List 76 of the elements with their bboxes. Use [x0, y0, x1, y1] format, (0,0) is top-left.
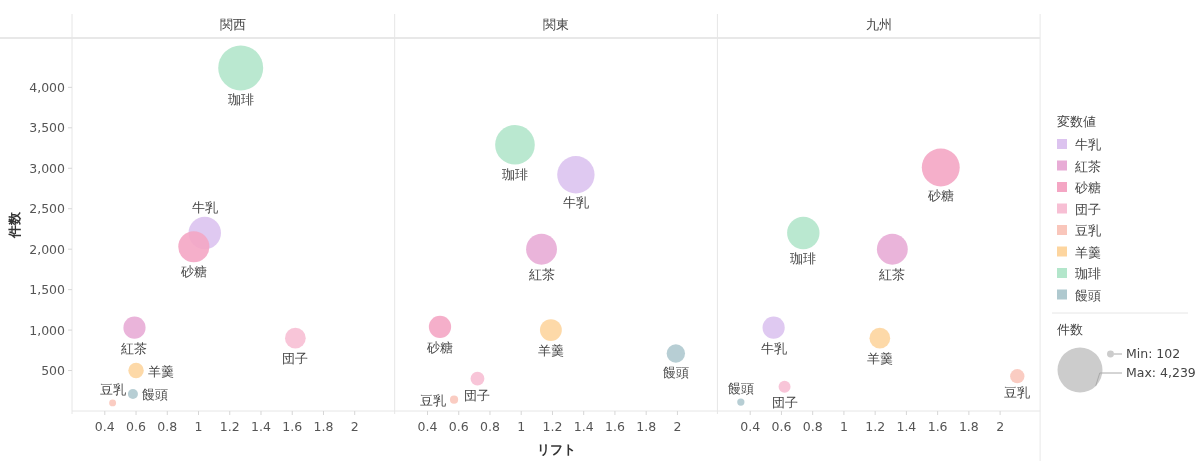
chart-title: 九州 [865, 17, 892, 32]
text: 珈琲 [790, 251, 817, 267]
x-tick-label: 1.8 [958, 419, 979, 434]
text: 豆乳 [1004, 385, 1031, 401]
series-label: 珈琲 [227, 92, 254, 108]
x-tick-label: 1.4 [896, 419, 917, 434]
x-tick-label: 1.6 [927, 419, 948, 434]
y-tick-label: 2,500 [29, 201, 66, 217]
text: 砂糖 [927, 188, 954, 204]
series-label: 珈琲 [501, 166, 528, 182]
series-label: 饅頭 [662, 364, 689, 380]
legend-title: 変数値 [1057, 114, 1096, 129]
x-tick-label: 0.8 [157, 419, 178, 434]
x-tick-label: 1.8 [313, 419, 334, 434]
x-tick-label: 1 [839, 419, 848, 434]
series-label: 羊羹 [537, 343, 564, 359]
x-tick-label: 2 [996, 419, 1005, 434]
chart-title: 関東 [543, 17, 570, 32]
legend-label: Min: 102 [1126, 346, 1181, 361]
y-tick-label: 3,500 [29, 120, 66, 136]
x-tick-label: 1.2 [542, 419, 563, 434]
legend-label: 饅頭 [1075, 287, 1101, 303]
series-label: 紅茶 [528, 266, 555, 282]
y-tick-label: 500 [41, 363, 66, 379]
y-tick-label: 1,500 [29, 282, 66, 298]
series-label: 団子 [282, 350, 309, 366]
legend-label: 紅茶 [1075, 158, 1101, 174]
text: 件数 [1057, 322, 1083, 337]
x-tick-label: 1.4 [251, 419, 271, 434]
series-label: 砂糖 [426, 340, 453, 355]
series-label: 牛乳 [191, 199, 218, 215]
series-label: 砂糖 [179, 264, 207, 280]
y-tick-label: 1,000 [29, 322, 66, 338]
series-label: 紅茶 [121, 340, 148, 356]
x-tick-label: 0.4 [94, 419, 115, 434]
legend-label: Max: 4,239 [1126, 365, 1196, 380]
y-tick-label: 4,000 [29, 79, 66, 95]
series-label: 饅頭 [141, 387, 168, 403]
series-label: 豆乳 [419, 392, 446, 408]
x-tick-label: 0.8 [802, 419, 823, 434]
x-tick-label: 0.6 [448, 419, 469, 434]
legend-label: 豆乳 [1075, 223, 1101, 238]
x-tick-label: 0.4 [740, 419, 761, 434]
x-tick-label: 1.2 [865, 419, 886, 434]
chart-title: 関西 [220, 17, 247, 32]
legend-label: 砂糖 [1074, 180, 1101, 195]
x-tick-label: 1 [194, 419, 203, 434]
y-axis-title: 件数 [7, 210, 22, 239]
x-tick-label: 0.4 [417, 419, 438, 434]
y-tick-label: 2,000 [29, 241, 66, 257]
x-tick-label: 0.6 [126, 419, 147, 434]
x-tick-label: 0.6 [771, 419, 792, 434]
text: 羊羹 [866, 350, 893, 366]
x-tick-label: 1.6 [282, 419, 303, 434]
x-tick-label: 1.8 [636, 419, 657, 434]
text: 団子 [771, 394, 798, 410]
x-tick-label: 0.8 [480, 419, 500, 434]
x-tick-label: 2 [673, 419, 682, 434]
text: 牛乳 [760, 340, 787, 356]
x-tick-label: 1 [517, 419, 526, 434]
x-tick-label: 2 [350, 419, 359, 434]
legend-label: 珈琲 [1075, 266, 1101, 281]
series-label: 牛乳 [562, 195, 589, 211]
y-tick-label: 3,000 [29, 160, 66, 176]
legend-label: 団子 [1075, 201, 1101, 217]
x-tick-label: 1.6 [604, 419, 625, 434]
series-label: 羊羹 [147, 363, 174, 379]
series-label: 団子 [464, 387, 491, 403]
series-label: 豆乳 [99, 382, 126, 398]
text: 饅頭 [727, 381, 754, 397]
legend-label: 羊羹 [1075, 244, 1101, 260]
legend-label: 牛乳 [1075, 137, 1101, 152]
x-axis-title: リフト [536, 442, 576, 457]
x-tick-label: 1.4 [573, 419, 594, 434]
text: 紅茶 [879, 266, 906, 282]
x-tick-label: 1.2 [219, 419, 240, 434]
